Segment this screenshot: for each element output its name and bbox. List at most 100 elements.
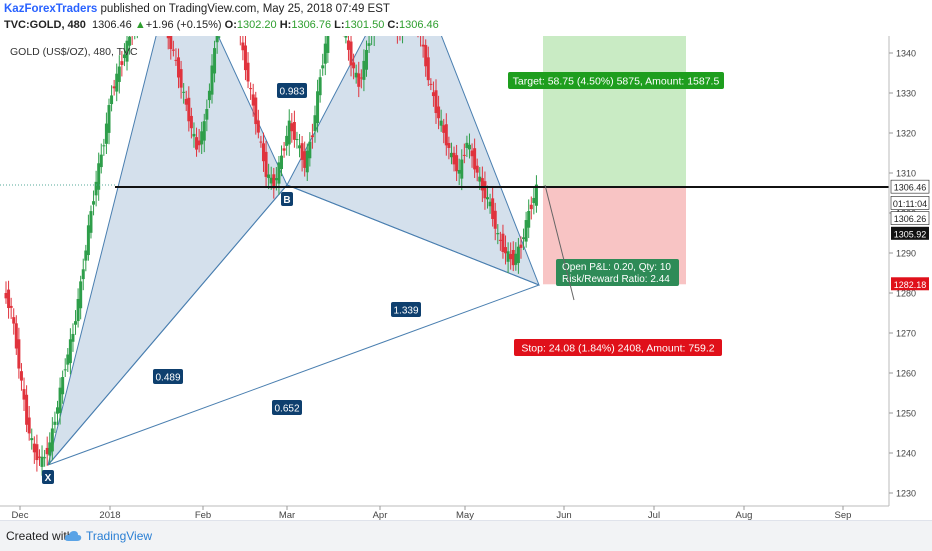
candle-body [68, 339, 72, 364]
low-label: L: [334, 19, 345, 31]
target-zone [543, 36, 686, 188]
candle-body [17, 339, 21, 369]
x-tick-label: Mar [279, 510, 295, 520]
candle-body [362, 60, 366, 80]
candle-body [501, 233, 505, 252]
candle-body [321, 65, 325, 69]
candle-body [19, 371, 23, 381]
x-tick-label: Jun [556, 510, 571, 520]
candle-body [277, 162, 281, 184]
candle-body [205, 109, 209, 120]
candle-body [99, 154, 103, 168]
candle-body [285, 135, 289, 146]
xab-triangle[interactable] [47, 36, 288, 466]
header-line-2: TVC:GOLD, 480 1306.46 ▲+1.96 (+0.15%) O:… [4, 19, 439, 31]
candle-body [290, 123, 294, 132]
pattern-point-badge [281, 192, 293, 206]
pattern-point-x[interactable]: X [42, 470, 54, 484]
stop-label-bg [514, 339, 722, 356]
candle-body [189, 115, 193, 129]
candle-body [519, 244, 523, 248]
pattern-point-b[interactable]: B [281, 192, 293, 206]
tradingview-brand[interactable]: TradingView [86, 529, 153, 543]
price-axis-label[interactable]: 1306.46 [890, 179, 930, 194]
target-label[interactable]: Target: 58.75 (4.50%) 5875, Amount: 1587… [508, 72, 724, 89]
stop-label-text: Stop: 24.08 (1.84%) 2408, Amount: 759.2 [521, 343, 714, 355]
candle-body [506, 251, 510, 262]
candle-body [349, 41, 353, 66]
xd-line[interactable] [47, 284, 540, 466]
bd-line[interactable] [286, 184, 540, 286]
candle-body [25, 394, 29, 425]
symbol-label: TVC:GOLD, 480 [4, 19, 86, 31]
candlesticks [4, 36, 538, 476]
candle-body [493, 210, 497, 229]
candle-body [166, 36, 170, 39]
candle-body [524, 220, 528, 242]
candle-body [110, 95, 114, 105]
candle-body [496, 233, 500, 235]
candle-body [305, 150, 309, 173]
candle-body [460, 159, 464, 179]
candle-body [534, 184, 538, 206]
candle-body [434, 90, 438, 114]
y-tick-label: 1240 [896, 449, 916, 459]
candle-body [45, 447, 49, 455]
candle-body [246, 62, 250, 82]
candle-body [264, 151, 268, 177]
candle-body [449, 152, 453, 158]
harmonic-pattern[interactable] [47, 36, 540, 466]
price-axis-label[interactable]: 01:11:04 [890, 196, 930, 210]
candle-body [89, 211, 93, 233]
stop-label[interactable]: Stop: 24.08 (1.84%) 2408, Amount: 759.2 [514, 339, 722, 356]
candle-body [197, 140, 201, 146]
y-tick-label: 1230 [896, 489, 916, 499]
candle-body [215, 36, 219, 43]
y-tick-label: 1250 [896, 409, 916, 419]
candle-body [455, 155, 459, 172]
ratio-text: 1.339 [393, 306, 418, 317]
candle-body [532, 197, 536, 204]
candle-body [177, 57, 181, 78]
ratio-label[interactable]: 0.652 [272, 400, 302, 415]
x-tick-label: May [456, 510, 474, 520]
created-with-text: Created with [6, 529, 74, 543]
candle-body [259, 141, 263, 143]
price-axis-label[interactable]: 1282.18 [891, 277, 929, 291]
candle-body [303, 151, 307, 168]
price-axis[interactable]: 1230124012501260127012801290130013101320… [0, 36, 930, 520]
x-tick-label: Apr [373, 510, 388, 520]
candle-body [323, 43, 327, 64]
candle-body [213, 48, 217, 74]
y-tick-label: 1290 [896, 249, 916, 259]
price-axis-label-bg [890, 211, 930, 225]
candle-body [274, 178, 278, 181]
ratio-badge [153, 369, 183, 384]
change-arrow-icon: ▲ [134, 19, 146, 31]
candle-body [429, 83, 433, 85]
candle-body [86, 225, 90, 256]
ratio-label[interactable]: 0.489 [153, 369, 183, 384]
ratio-label[interactable]: 1.339 [391, 302, 421, 317]
candle-body [352, 62, 356, 69]
candle-body [184, 98, 188, 105]
candle-body [120, 61, 124, 65]
candle-body [465, 142, 469, 148]
candle-body [182, 91, 186, 93]
xb-line[interactable] [47, 184, 288, 466]
candle-body [32, 443, 36, 453]
price-axis-label[interactable]: 1306.26 [890, 211, 930, 225]
ratio-label[interactable]: 0.983 [277, 83, 307, 98]
publisher-name[interactable]: KazForexTraders [4, 3, 98, 15]
candle-body [287, 120, 291, 145]
candle-body [40, 456, 44, 467]
candle-body [452, 152, 456, 165]
price-axis-label[interactable]: 1305.92 [891, 226, 929, 240]
risk-reward-text: Risk/Reward Ratio: 2.44 [562, 274, 670, 285]
close-label: C: [387, 19, 399, 31]
candle-body [292, 122, 296, 140]
ratio-text: 0.489 [155, 373, 180, 384]
